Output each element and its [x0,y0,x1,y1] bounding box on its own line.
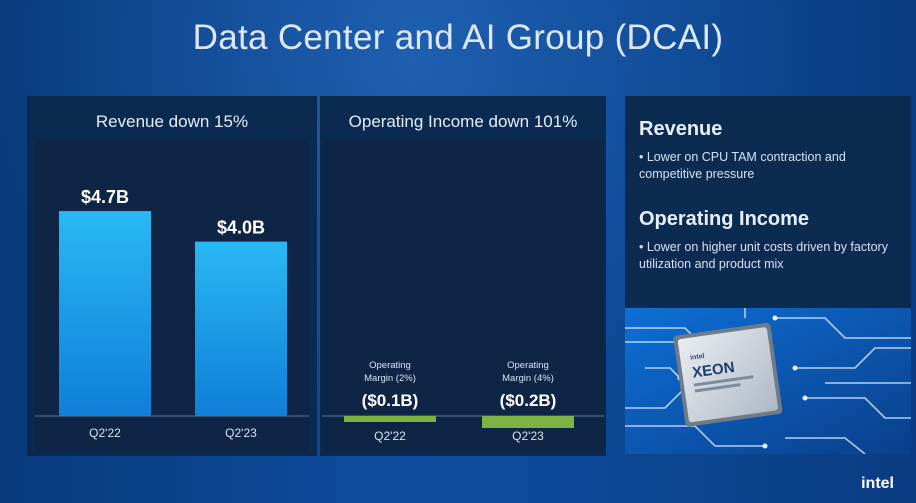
intel-logo: intel [861,475,894,492]
operating-income-x-tick-label: Q2'22 [374,429,406,443]
revenue-bar [59,211,151,416]
operating-income-data-label: ($0.1B) [362,391,419,410]
revenue-x-tick-label: Q2'23 [225,426,257,440]
operating-margin-annotation: Margin (2%) [364,373,416,384]
operating-income-bar [344,416,436,422]
revenue-data-label: $4.0B [217,218,265,238]
chip-name-label: XEON [691,359,735,382]
revenue-x-tick-label: Q2'22 [89,426,121,440]
operating-income-bullet: • Lower on higher unit costs driven by f… [639,240,888,271]
revenue-chart: $4.7B Q2'22 $4.0B Q2'23 [35,187,309,440]
operating-income-heading: Operating Income [639,208,810,230]
revenue-bullet: • Lower on CPU TAM contraction and compe… [639,150,846,181]
revenue-bar [195,241,287,416]
operating-income-panel: Operating Income down 101% Operating Marg… [320,96,606,456]
xeon-chip-image: intel XEON [625,308,911,455]
operating-income-data-label: ($0.2B) [500,391,557,410]
operating-margin-annotation: Operating [369,360,411,371]
operating-income-bar [482,416,574,428]
revenue-chart-area: $4.7B Q2'22 $4.0B Q2'23 [35,140,309,452]
operating-income-x-tick-label: Q2'23 [512,429,544,443]
revenue-data-label: $4.7B [81,187,129,207]
operating-margin-annotation: Operating [507,360,549,371]
slide-title: Data Center and AI Group (DCAI) [192,18,724,57]
operating-margin-annotation: Margin (4%) [502,373,554,384]
revenue-heading: Revenue [639,118,723,140]
revenue-panel: Revenue down 15% $4.7B Q2'22 $4.0B Q2'23 [27,96,317,456]
operating-income-chart: Operating Margin (2%) ($0.1B) Q2'22 Operatin… [322,360,604,443]
commentary-panel: Revenue • Lower on CPU TAM contraction a… [625,96,911,455]
operating-income-panel-title: Operating Income down 101% [348,112,578,131]
revenue-panel-title: Revenue down 15% [95,112,249,131]
operating-income-chart-area: Operating Margin (2%) ($0.1B) Q2'22 Operatin… [322,140,604,452]
chip-brand-label: intel [690,353,705,362]
